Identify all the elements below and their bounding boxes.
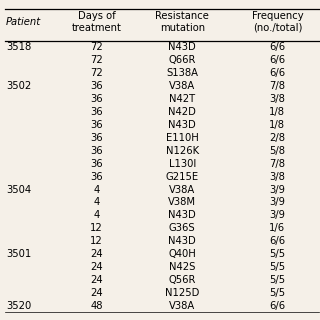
Text: Frequency
(no./total): Frequency (no./total) — [252, 11, 303, 33]
Text: S138A: S138A — [166, 68, 198, 78]
Text: 36: 36 — [90, 120, 103, 130]
Text: Q40H: Q40H — [168, 249, 196, 259]
Text: 2/8: 2/8 — [269, 133, 285, 143]
Text: 24: 24 — [90, 249, 103, 259]
Text: 3/8: 3/8 — [269, 172, 285, 182]
Text: 36: 36 — [90, 107, 103, 117]
Text: 36: 36 — [90, 172, 103, 182]
Text: 36: 36 — [90, 94, 103, 104]
Text: 72: 72 — [90, 55, 103, 65]
Text: N43D: N43D — [168, 43, 196, 52]
Text: N43D: N43D — [168, 211, 196, 220]
Text: 24: 24 — [90, 275, 103, 285]
Text: 6/6: 6/6 — [269, 301, 285, 311]
Text: N42D: N42D — [168, 107, 196, 117]
Text: 3/9: 3/9 — [269, 185, 285, 195]
Text: N43D: N43D — [168, 236, 196, 246]
Text: 48: 48 — [90, 301, 103, 311]
Text: 12: 12 — [90, 236, 103, 246]
Text: 36: 36 — [90, 146, 103, 156]
Text: Q56R: Q56R — [169, 275, 196, 285]
Text: Q66R: Q66R — [169, 55, 196, 65]
Text: 36: 36 — [90, 81, 103, 91]
Text: 72: 72 — [90, 68, 103, 78]
Text: G36S: G36S — [169, 223, 196, 233]
Text: 3501: 3501 — [6, 249, 31, 259]
Text: V38A: V38A — [169, 301, 195, 311]
Text: 6/6: 6/6 — [269, 68, 285, 78]
Text: 36: 36 — [90, 133, 103, 143]
Text: N42T: N42T — [169, 94, 195, 104]
Text: 3520: 3520 — [6, 301, 31, 311]
Text: 5/5: 5/5 — [269, 262, 285, 272]
Text: G215E: G215E — [166, 172, 199, 182]
Text: 1/8: 1/8 — [269, 120, 285, 130]
Text: N43D: N43D — [168, 120, 196, 130]
Text: Resistance
mutation: Resistance mutation — [155, 11, 209, 33]
Text: 36: 36 — [90, 159, 103, 169]
Text: V38A: V38A — [169, 185, 195, 195]
Text: 3518: 3518 — [6, 43, 31, 52]
Text: 4: 4 — [93, 197, 100, 207]
Text: 1/8: 1/8 — [269, 107, 285, 117]
Text: 24: 24 — [90, 288, 103, 298]
Text: 5/5: 5/5 — [269, 275, 285, 285]
Text: 3504: 3504 — [6, 185, 31, 195]
Text: 7/8: 7/8 — [269, 159, 285, 169]
Text: 3/9: 3/9 — [269, 197, 285, 207]
Text: 6/6: 6/6 — [269, 43, 285, 52]
Text: 5/5: 5/5 — [269, 288, 285, 298]
Text: 4: 4 — [93, 211, 100, 220]
Text: 5/5: 5/5 — [269, 249, 285, 259]
Text: N126K: N126K — [166, 146, 199, 156]
Text: 3502: 3502 — [6, 81, 31, 91]
Text: Patient: Patient — [6, 17, 41, 27]
Text: 6/6: 6/6 — [269, 55, 285, 65]
Text: 1/6: 1/6 — [269, 223, 285, 233]
Text: 24: 24 — [90, 262, 103, 272]
Text: 6/6: 6/6 — [269, 236, 285, 246]
Text: N125D: N125D — [165, 288, 199, 298]
Text: 5/8: 5/8 — [269, 146, 285, 156]
Text: 3/9: 3/9 — [269, 211, 285, 220]
Text: N42S: N42S — [169, 262, 196, 272]
Text: 72: 72 — [90, 43, 103, 52]
Text: Days of
treatment: Days of treatment — [72, 11, 122, 33]
Text: L130I: L130I — [169, 159, 196, 169]
Text: E110H: E110H — [166, 133, 199, 143]
Text: 12: 12 — [90, 223, 103, 233]
Text: 4: 4 — [93, 185, 100, 195]
Text: V38M: V38M — [168, 197, 196, 207]
Text: 7/8: 7/8 — [269, 81, 285, 91]
Text: 3/8: 3/8 — [269, 94, 285, 104]
Text: V38A: V38A — [169, 81, 195, 91]
